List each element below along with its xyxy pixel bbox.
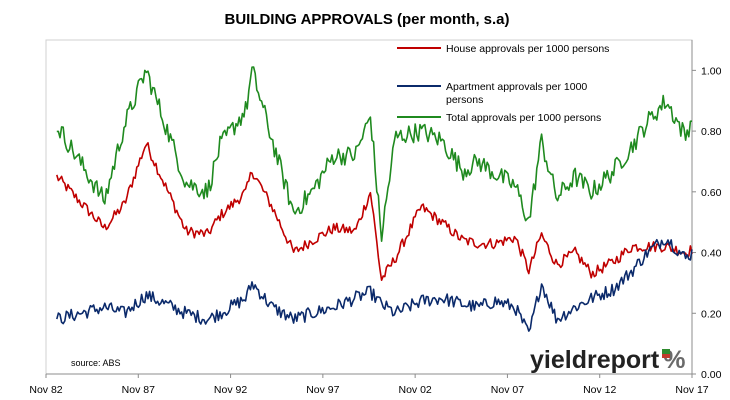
y-tick-label: 1.00: [701, 65, 722, 77]
legend-label-apartment-line2: persons: [446, 94, 483, 106]
y-axis-ticks: [692, 69, 696, 375]
legend-label-total: Total approvals per 1000 persons: [446, 112, 601, 124]
x-tick-label: Nov 12: [583, 384, 616, 396]
x-tick-label: Nov 02: [399, 384, 432, 396]
x-tick-label: Nov 07: [491, 384, 524, 396]
y-tick-label: 0.20: [701, 308, 722, 320]
legend-label-house: House approvals per 1000 persons: [446, 43, 609, 55]
legend-label-apartment: Apartment approvals per 1000 persons: [446, 81, 590, 106]
legend: House approvals per 1000 persons Apartme…: [397, 43, 609, 124]
source-note: source: ABS: [71, 358, 121, 368]
x-axis: Nov 82 Nov 87 Nov 92 Nov 97 Nov 02 Nov 07 Nov …: [29, 373, 709, 396]
chart-title: BUILDING APPROVALS (per month, s.a): [224, 11, 509, 28]
y-tick-label: 0.80: [701, 126, 722, 138]
x-tick-label: Nov 17: [675, 384, 708, 396]
yieldreport-logo: yieldreport%: [530, 346, 685, 374]
y-axis-labels: 0.00 0.20 0.40 0.60 0.80 1.00: [701, 65, 722, 381]
series-house: [56, 142, 693, 282]
y-tick-label: 0.60: [701, 187, 722, 199]
y-tick-label: 0.00: [701, 369, 722, 381]
y-axis: 0.00 0.20 0.40 0.60 0.80 1.00: [691, 40, 722, 381]
series-lines: [56, 66, 693, 332]
y-tick-label: 0.40: [701, 248, 722, 260]
logo-flag-green: [662, 349, 670, 354]
logo-wordmark: yieldreport%: [530, 346, 685, 374]
x-axis-labels: Nov 82 Nov 87 Nov 92 Nov 97 Nov 02 Nov 07 Nov …: [29, 384, 708, 396]
x-tick-label: Nov 92: [214, 384, 247, 396]
logo-flag-red: [662, 354, 670, 358]
series-apartment: [56, 238, 693, 332]
x-tick-label: Nov 82: [29, 384, 62, 396]
logo-text: yieldreport: [530, 346, 660, 374]
legend-label-apartment-line1: Apartment approvals per 1000: [446, 81, 587, 93]
x-tick-label: Nov 97: [306, 384, 339, 396]
x-tick-label: Nov 87: [122, 384, 155, 396]
series-total: [56, 66, 693, 242]
x-axis-ticks: [45, 374, 693, 378]
